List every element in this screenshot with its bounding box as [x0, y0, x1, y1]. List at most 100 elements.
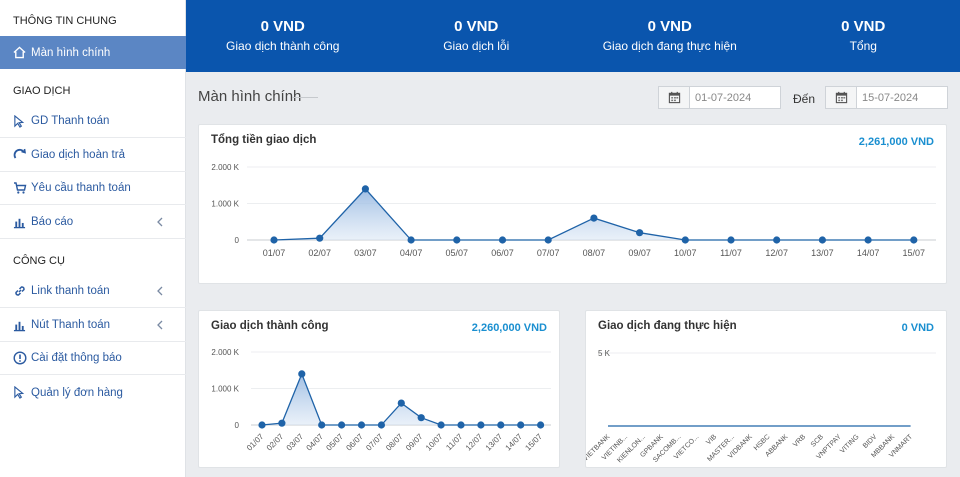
data-point: [357, 421, 366, 429]
panel-successful-transactions: Giao dịch thành công 2,260,000 VND 0 1.00…: [198, 310, 560, 468]
calendar-icon[interactable]: [826, 87, 857, 108]
panel-processing-transactions: Giao dịch đang thực hiện 0 VND 5 K VIETBA…: [585, 310, 947, 468]
data-point: [773, 236, 781, 244]
x-tick-label: 13/07: [484, 432, 505, 453]
x-tick-label: 11/07: [720, 248, 742, 258]
date-from-picker[interactable]: 01-07-2024: [658, 86, 781, 109]
y-tick-label: 1.000 K: [211, 200, 239, 209]
page-title: Màn hình chính: [198, 88, 302, 105]
data-point: [818, 236, 827, 244]
sidebar-item-label: Yêu cầu thanh toán: [31, 182, 131, 194]
stat-value: 0 VND: [454, 18, 499, 35]
stat-success: 0 VND Giao dịch thành công: [186, 0, 380, 72]
date-to-value[interactable]: 15-07-2024: [862, 91, 919, 104]
stat-value: 0 VND: [260, 18, 305, 35]
x-tick-label: 12/07: [464, 432, 485, 453]
data-point: [258, 421, 266, 429]
data-point: [636, 229, 644, 237]
calendar-icon[interactable]: [659, 87, 690, 108]
sidebar-item-payment-requests[interactable]: Yêu cầu thanh toán: [0, 172, 186, 205]
home-icon: [12, 45, 27, 60]
y-tick-label: 2.000 K: [211, 163, 239, 172]
chevron-left-icon: [154, 285, 166, 297]
x-tick-label: 01/07: [263, 248, 286, 258]
stat-total: 0 VND Tổng: [767, 0, 960, 72]
data-point: [318, 421, 326, 429]
data-point: [316, 234, 324, 242]
redo-icon: [12, 148, 27, 163]
stat-processing: 0 VND Giao dịch đang thực hiện: [573, 0, 767, 72]
x-tick-label: 01/07: [245, 432, 266, 453]
sidebar-item-order-management[interactable]: Quản lý đơn hàng: [0, 376, 186, 409]
stats-header: 0 VND Giao dịch thành công 0 VND Giao dị…: [186, 0, 960, 72]
data-point: [544, 236, 552, 244]
sidebar-item-reports[interactable]: Báo cáo: [0, 206, 186, 239]
x-tick-label: 10/07: [424, 432, 445, 453]
x-tick-label: 11/07: [444, 432, 464, 452]
data-point: [417, 414, 425, 422]
x-tick-label: 05/07: [324, 432, 345, 453]
data-point: [338, 421, 346, 429]
title-divider: [292, 97, 318, 98]
panel-total: 2,261,000 VND: [858, 136, 934, 148]
section-title-general: THÔNG TIN CHUNG: [13, 15, 117, 27]
sidebar-item-label: Quản lý đơn hàng: [31, 386, 123, 399]
date-from-value[interactable]: 01-07-2024: [695, 91, 752, 104]
y-tick-label: 5 K: [598, 349, 611, 358]
panel-total: 0 VND: [901, 322, 934, 334]
y-tick-label: 0: [235, 236, 240, 245]
x-tick-label: 15/07: [523, 432, 544, 453]
sidebar-item-refunds[interactable]: Giao dịch hoàn trả: [0, 139, 186, 172]
x-tick-label: VRB: [792, 433, 807, 448]
sidebar-item-label: Giao dịch hoàn trả: [31, 149, 125, 161]
sidebar-item-home[interactable]: Màn hình chính: [0, 36, 186, 69]
chart-successful-transactions: 0 1.000 K 2.000 K 01/07 02/07 03/07 04/07 05/07…: [211, 348, 551, 453]
sidebar-item-label: Nút Thanh toán: [31, 319, 111, 331]
data-point: [537, 421, 545, 429]
x-tick-label: 07/07: [537, 248, 560, 258]
data-point: [457, 421, 465, 429]
data-point: [361, 185, 369, 193]
x-tick-label: 08/07: [583, 248, 606, 258]
panel-title: Tổng tiền giao dịch: [211, 134, 317, 146]
x-tick-label: 14/07: [504, 432, 525, 453]
x-tick-label: 14/07: [857, 248, 880, 258]
bar-chart-icon: [12, 318, 27, 333]
panel-total: 2,260,000 VND: [471, 322, 547, 334]
data-point: [681, 236, 689, 244]
sidebar-item-payment-links[interactable]: Link thanh toán: [0, 275, 186, 308]
section-title-transactions: GIAO DỊCH: [13, 85, 71, 97]
data-point: [590, 214, 598, 222]
x-tick-label: 02/07: [308, 248, 331, 258]
stat-error: 0 VND Giao dịch lỗi: [380, 0, 574, 72]
date-to-picker[interactable]: 15-07-2024: [825, 86, 948, 109]
sidebar-item-payment-transactions[interactable]: GD Thanh toán: [0, 105, 186, 138]
sidebar-item-payment-buttons[interactable]: Nút Thanh toán: [0, 309, 186, 342]
stat-label: Giao dịch thành công: [226, 39, 340, 53]
stat-value: 0 VND: [647, 18, 692, 35]
stat-label: Giao dịch đang thực hiện: [602, 39, 737, 53]
x-tick-label: 12/07: [765, 248, 788, 258]
x-tick-label: 03/07: [354, 248, 377, 258]
x-tick-label: 06/07: [491, 248, 514, 258]
y-tick-label: 2.000 K: [211, 348, 239, 357]
y-tick-label: 0: [235, 421, 240, 430]
chart-total-transactions: 0 1.000 K 2.000 K 01/07 02/07 03/07 04/07 05/07…: [211, 163, 936, 258]
data-point: [727, 236, 735, 244]
sidebar-item-notification-settings[interactable]: Cài đặt thông báo: [0, 342, 186, 375]
data-point: [910, 236, 918, 244]
x-tick-label: 04/07: [305, 432, 326, 453]
data-point: [498, 236, 507, 244]
x-tick-label: 05/07: [446, 248, 469, 258]
x-tick-label: 04/07: [400, 248, 423, 258]
x-tick-label: 08/07: [384, 432, 405, 453]
data-point: [397, 399, 405, 407]
data-point: [437, 421, 445, 429]
data-point: [497, 421, 505, 429]
panel-title: Giao dịch thành công: [211, 320, 329, 332]
panel-title: Giao dịch đang thực hiện: [598, 320, 737, 332]
sidebar-item-label: Màn hình chính: [31, 46, 111, 59]
series-area: [262, 373, 541, 425]
data-point: [377, 421, 385, 429]
x-tick-label: VIB: [705, 433, 718, 446]
